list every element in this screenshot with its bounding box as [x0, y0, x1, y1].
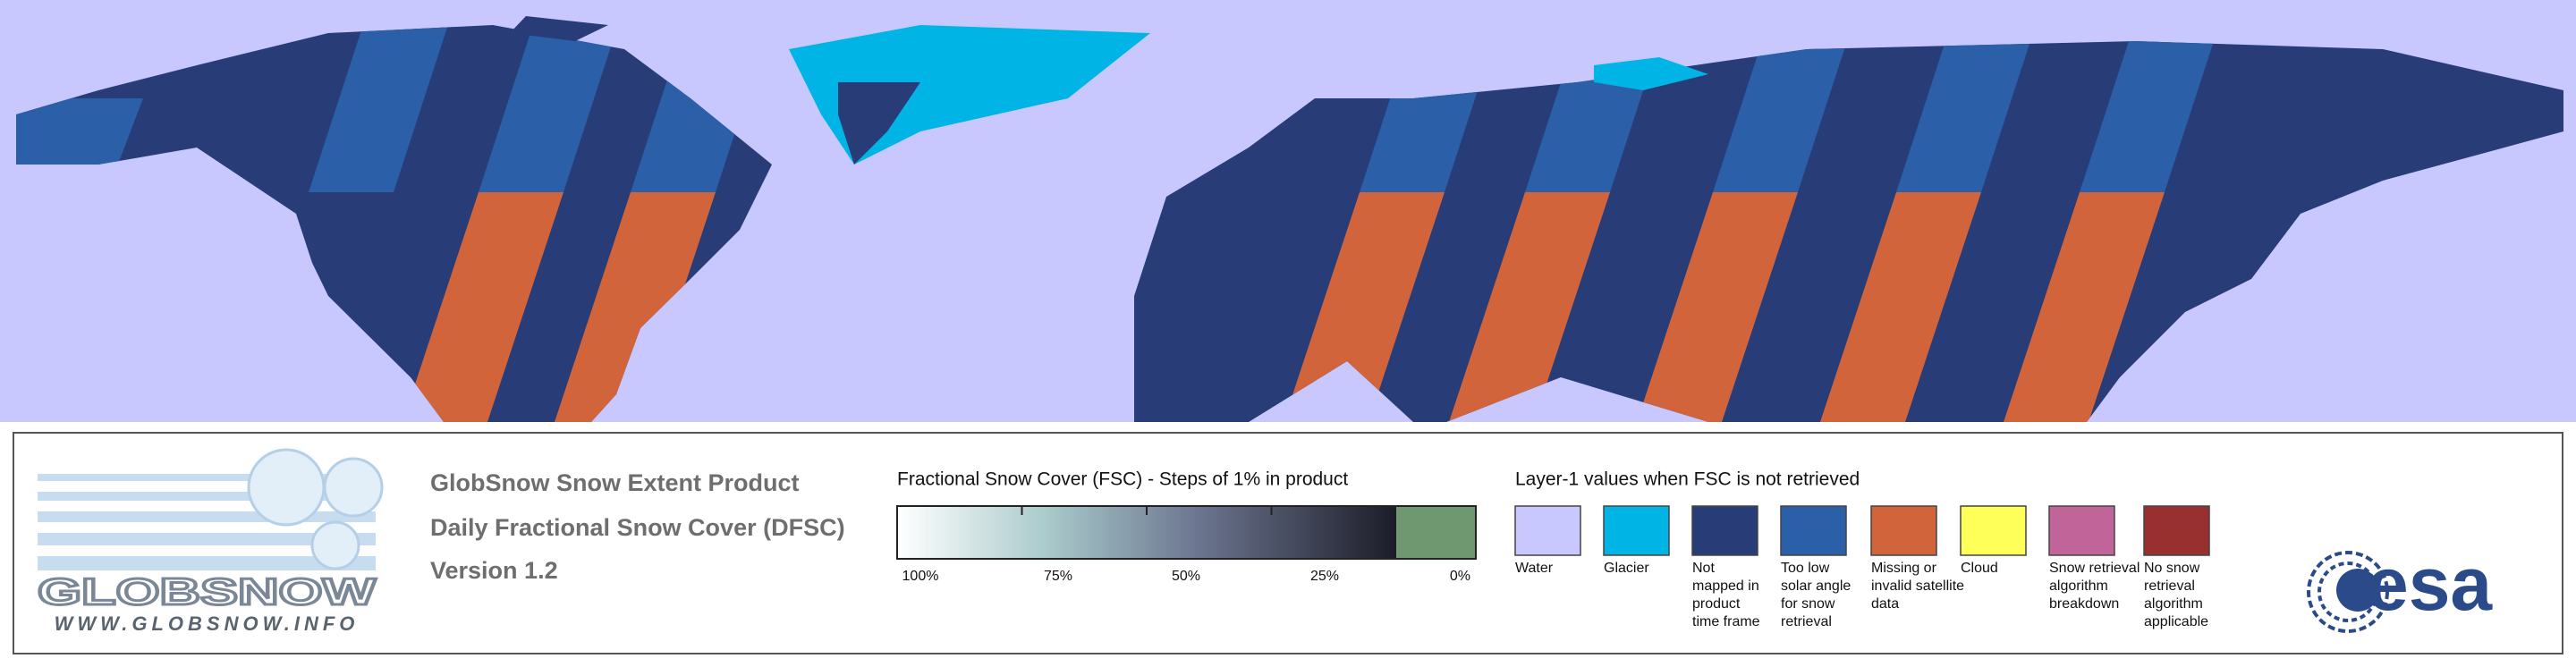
esa-ring: [2307, 551, 2389, 633]
logo-snowflake: [310, 520, 360, 570]
swath-low-sun: [2080, 25, 2227, 192]
layer1-label: mapped in: [1692, 578, 1759, 594]
layer1-label: Too low: [1781, 561, 1830, 576]
map: [0, 0, 2576, 422]
layer1-label: breakdown: [2049, 596, 2119, 612]
layer1-label: Not: [1692, 561, 1715, 576]
swath-missing: [555, 192, 716, 422]
swath-missing: [1637, 192, 1798, 422]
globsnow-logo: GLOBSNOW WWW.GLOBSNOW.INFO: [37, 448, 384, 635]
fsc-label: 75%: [1044, 569, 1072, 584]
swath-low-sun: [479, 25, 626, 192]
fsc-title: Fractional Snow Cover (FSC) - Steps of 1…: [897, 469, 1348, 490]
esa-name: esa: [2367, 542, 2493, 626]
layer1-label: applicable: [2144, 614, 2208, 629]
fsc-label: 100%: [902, 569, 939, 584]
layer1-label: Snow retrieval: [2049, 561, 2140, 576]
swath-missing: [1820, 192, 1981, 422]
layer1-label: retrieval: [1781, 614, 1832, 629]
swath-missing: [1449, 192, 1610, 422]
logo-stripe: [38, 533, 376, 545]
arctic-island: [510, 16, 608, 41]
product-version: Version 1.2: [430, 557, 558, 584]
layer1-label: Glacier: [1604, 561, 1649, 576]
layer1-label: data: [1871, 596, 1899, 612]
fsc-zero-box: [1396, 506, 1476, 559]
esa-logo: esa: [2307, 542, 2493, 633]
fsc-label: 0%: [1450, 569, 1470, 584]
layer1-swatch: [1870, 505, 1937, 556]
layer1-swatch: [1780, 505, 1847, 556]
layer1-label: product: [1692, 596, 1741, 612]
logo-stripe: [38, 511, 376, 522]
logo-snowflake: [323, 457, 384, 518]
layer1-label: retrieval: [2144, 578, 2195, 594]
logo-url: WWW.GLOBSNOW.INFO: [55, 612, 360, 635]
layer1-label: for snow: [1781, 596, 1835, 612]
fsc-frame: [896, 505, 1477, 560]
logo-snowflake: [247, 448, 326, 527]
fsc-label: 50%: [1172, 569, 1200, 584]
svalbard-glacier: [1594, 57, 1708, 90]
layer1-title: Layer-1 values when FSC is not retrieved: [1515, 469, 1860, 490]
esa-core: [2336, 569, 2379, 612]
swath-missing: [2004, 192, 2165, 422]
layer1-label: algorithm: [2049, 578, 2108, 594]
swath-missing: [1284, 192, 1445, 422]
layer1-label: invalid satellite: [1871, 578, 1964, 594]
logo-name: GLOBSNOW: [38, 570, 377, 612]
logo-stripe: [38, 556, 376, 570]
swath-low-sun: [309, 25, 456, 192]
layer1-swatch: [1960, 505, 2027, 556]
logo-stripe: [38, 474, 376, 481]
layer1-swatch: [2143, 505, 2210, 556]
layer1-label: Missing or: [1871, 561, 1937, 576]
layer1-label: Water: [1515, 561, 1554, 576]
layer1-label: algorithm: [2144, 596, 2203, 612]
layer1-swatch: [1603, 505, 1670, 556]
layer1-swatch: [1514, 505, 1581, 556]
fsc-ticks: 100% 75% 50% 25% 0%: [902, 506, 1470, 584]
layer1-swatch: [2048, 505, 2115, 556]
swath-low-sun: [1896, 25, 2044, 192]
product-title: GlobSnow Snow Extent Product: [430, 469, 800, 496]
product-subtitle: Daily Fractional Snow Cover (DFSC): [430, 514, 845, 541]
layer1-label: No snow: [2144, 561, 2200, 576]
layer1-items: Water Glacier Not mapped in product time fram…: [1514, 505, 2210, 629]
layer1-swatch: [1691, 505, 1758, 556]
greenland-strip: [838, 82, 920, 165]
layer1-label: solar angle: [1781, 578, 1851, 594]
fsc-label: 25%: [1310, 569, 1339, 584]
layer1-label: Cloud: [1961, 561, 1998, 576]
logo-stripe: [38, 492, 376, 501]
layer1-label: time frame: [1692, 614, 1760, 629]
swath-missing: [402, 192, 564, 422]
